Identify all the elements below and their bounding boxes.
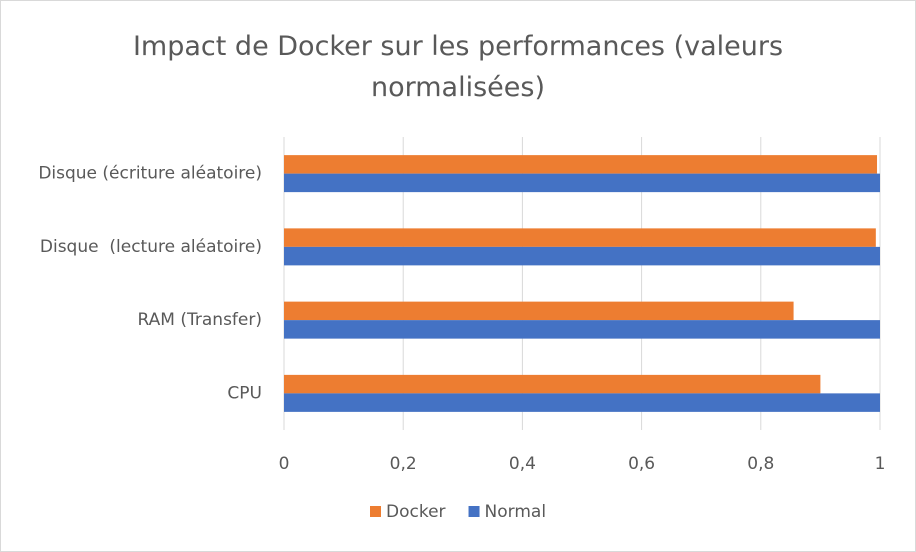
legend-label: Docker: [386, 502, 446, 522]
bar: [284, 228, 876, 247]
x-tick-label: 1: [875, 454, 886, 474]
y-tick-label: RAM (Transfer): [138, 310, 262, 330]
x-tick-label: 0,8: [747, 454, 774, 474]
y-tick-label: CPU: [227, 383, 262, 403]
legend-label: Normal: [485, 502, 547, 522]
x-tick-label: 0,2: [390, 454, 417, 474]
x-tick-label: 0,4: [509, 454, 536, 474]
chart-title: Impact de Docker sur les performances (v…: [132, 31, 784, 103]
x-tick-label: 0,6: [628, 454, 655, 474]
bar: [284, 155, 878, 174]
legend-swatch: [468, 506, 480, 517]
bar: [284, 246, 880, 266]
x-tick-label: 0: [279, 454, 290, 474]
y-tick-label: Disque (lecture aléatoire): [40, 237, 262, 257]
bar: [284, 374, 821, 394]
bar: [284, 320, 880, 339]
legend-swatch: [370, 506, 381, 517]
y-tick-label: Disque (écriture aléatoire): [38, 164, 262, 184]
bar: [284, 301, 794, 321]
bar: [284, 393, 880, 412]
bar: [284, 173, 880, 193]
